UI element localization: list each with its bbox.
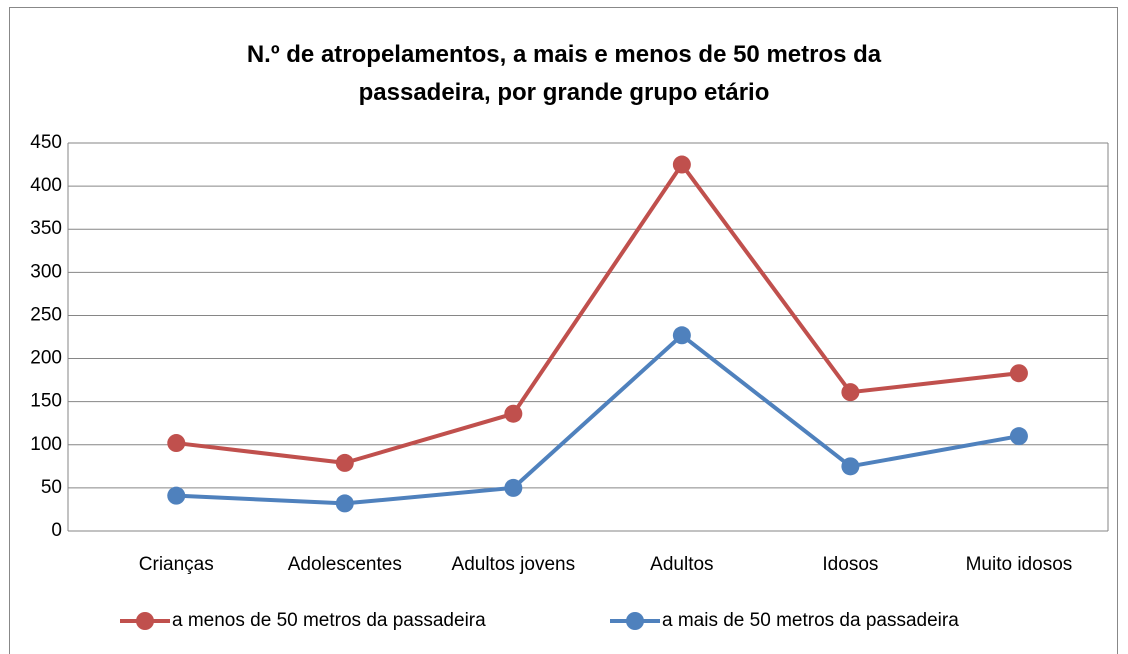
data-point — [335, 453, 354, 472]
y-tick-label: 250 — [30, 304, 62, 325]
y-tick-label: 200 — [30, 348, 62, 369]
series-line — [176, 333, 1020, 506]
x-tick-label: Adolescentes — [288, 554, 402, 575]
chart-title: N.º de atropelamentos, a mais e menos de… — [246, 41, 882, 106]
legend-label: a mais de 50 metros da passadeira — [662, 610, 959, 631]
data-point — [335, 494, 354, 513]
x-tick-label: Adultos — [650, 554, 713, 575]
data-point — [1009, 364, 1028, 383]
data-point — [1009, 427, 1028, 446]
x-tick-label: Idosos — [822, 554, 878, 575]
y-tick-label: 100 — [30, 434, 62, 455]
y-tick-label: 450 — [30, 132, 62, 153]
data-point — [672, 155, 691, 174]
y-tick-label: 50 — [41, 477, 62, 498]
y-tick-label: 300 — [30, 261, 62, 282]
legend-marker — [136, 612, 154, 630]
chart-border — [9, 7, 1118, 654]
y-tick-label: 150 — [30, 391, 62, 412]
y-tick-label: 350 — [30, 218, 62, 239]
data-point — [167, 486, 186, 505]
x-tick-label: Crianças — [139, 554, 214, 575]
series-line — [176, 162, 1020, 465]
legend-marker — [626, 612, 644, 630]
data-point — [504, 478, 523, 497]
data-point — [672, 326, 691, 345]
x-tick-label: Adultos jovens — [452, 554, 576, 575]
legend-label: a menos de 50 metros da passadeira — [172, 610, 486, 631]
data-point — [841, 457, 860, 476]
x-tick-label: Muito idosos — [966, 554, 1073, 575]
data-point — [167, 434, 186, 453]
data-point — [841, 383, 860, 402]
y-tick-label: 0 — [51, 520, 62, 541]
data-point — [504, 404, 523, 423]
y-tick-label: 400 — [30, 175, 62, 196]
